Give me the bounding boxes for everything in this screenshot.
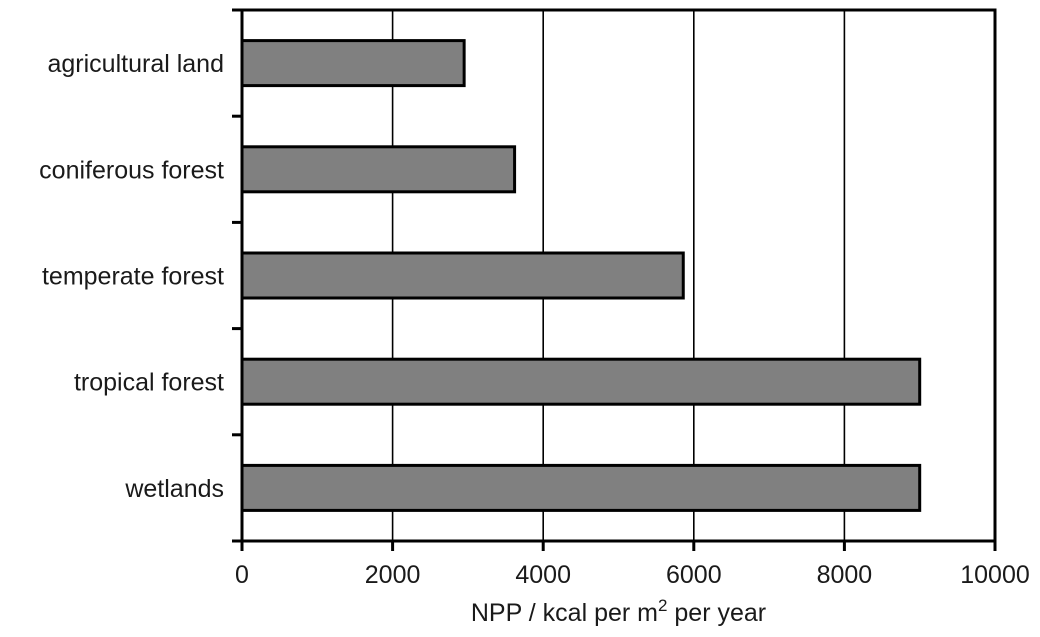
x-tick-label-0: 0 <box>235 561 249 589</box>
x-tick-labels: 0 2000 4000 6000 8000 10000 <box>235 561 1030 589</box>
bars <box>240 39 922 512</box>
bar-1 <box>240 145 517 194</box>
x-tick-label-3: 6000 <box>666 561 722 589</box>
category-labels: agricultural land coniferous forest temper… <box>39 50 224 503</box>
x-tick-label-1: 2000 <box>365 561 421 589</box>
category-label-4: wetlands <box>124 475 224 503</box>
bar-0 <box>240 39 466 88</box>
x-tick-label-2: 4000 <box>515 561 571 589</box>
category-label-0: agricultural land <box>48 50 225 78</box>
bar-4 <box>240 463 922 512</box>
x-axis-label: NPP / kcal per m2 per year <box>471 596 766 627</box>
bar-3 <box>240 357 922 406</box>
x-tick-label-5: 10000 <box>960 561 1030 589</box>
category-label-2: temperate forest <box>42 263 224 291</box>
category-label-3: tropical forest <box>74 369 224 397</box>
plot-frame <box>240 8 997 543</box>
x-tick-label-4: 8000 <box>817 561 873 589</box>
category-label-1: coniferous forest <box>39 156 224 184</box>
x-axis-label-superscript: 2 <box>658 596 667 615</box>
axis-ticks <box>232 8 997 551</box>
x-axis-label-tail: per year <box>667 599 766 627</box>
x-axis-label-main: NPP / kcal per m <box>471 599 658 627</box>
bar-2 <box>240 251 685 300</box>
